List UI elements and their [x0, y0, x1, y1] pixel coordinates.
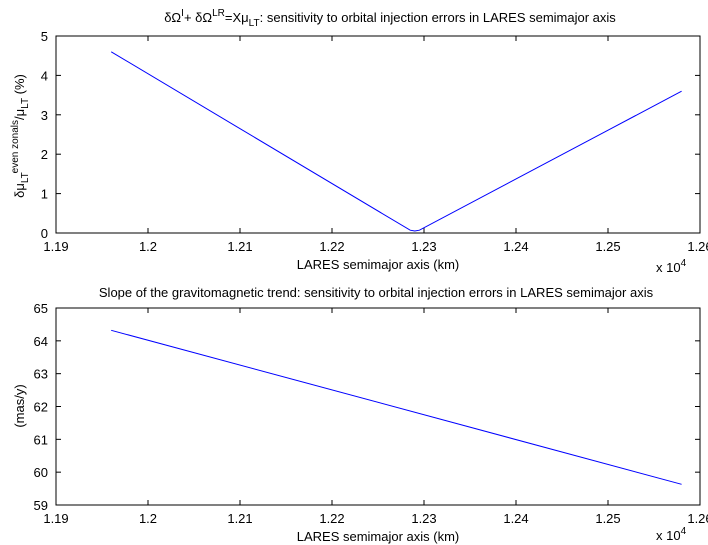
top-chart-x-tick-label: 1.19 — [43, 239, 68, 254]
bottom-chart-x-tick-label: 1.23 — [411, 511, 436, 526]
bottom-chart-x-tick-label: 1.2 — [139, 511, 157, 526]
bottom-chart-x-multiplier: x 104 — [656, 526, 687, 543]
top-chart-x-tick-label: 1.22 — [319, 239, 344, 254]
top-chart-title: δΩI+ δΩLR=XμLT: sensitivity to orbital i… — [164, 8, 616, 29]
bottom-chart-y-label: (mas/y) — [12, 384, 27, 427]
bottom-chart-y-tick-label: 61 — [34, 432, 48, 447]
bottom-chart: Slope of the gravitomagnetic trend: sens… — [12, 285, 708, 544]
top-chart-x-tick-label: 1.21 — [227, 239, 252, 254]
top-chart-y-tick-label: 1 — [41, 187, 48, 202]
bottom-chart-y-tick-label: 60 — [34, 465, 48, 480]
top-chart-x-tick-label: 1.26 — [687, 239, 708, 254]
bottom-chart-x-tick-label: 1.24 — [503, 511, 528, 526]
top-chart-y-tick-label: 3 — [41, 108, 48, 123]
top-chart-y-ticks: 0 1 2 3 4 5 — [41, 29, 700, 241]
bottom-chart-x-label: LARES semimajor axis (km) — [297, 529, 460, 544]
bottom-chart-y-tick-label: 62 — [34, 400, 48, 415]
top-chart-x-tick-label: 1.23 — [411, 239, 436, 254]
bottom-chart-y-ticks: 59 60 61 62 63 64 65 — [34, 301, 700, 513]
top-chart-x-ticks: 1.19 1.2 1.21 1.22 1.23 1.24 1.25 1.26 — [43, 36, 708, 254]
top-chart-y-tick-label: 0 — [41, 226, 48, 241]
top-chart-x-tick-label: 1.2 — [139, 239, 157, 254]
top-chart-y-tick-label: 2 — [41, 147, 48, 162]
top-chart-x-multiplier: x 104 — [656, 258, 687, 275]
top-chart-x-tick-label: 1.25 — [595, 239, 620, 254]
bottom-chart-plot-frame — [55, 307, 701, 506]
bottom-chart-x-tick-label: 1.21 — [227, 511, 252, 526]
bottom-chart-y-tick-label: 59 — [34, 498, 48, 513]
bottom-chart-series-line — [111, 329, 682, 485]
bottom-chart-x-tick-label: 1.22 — [319, 511, 344, 526]
bottom-chart-x-tick-label: 1.25 — [595, 511, 620, 526]
top-chart-y-tick-label: 4 — [41, 68, 48, 83]
bottom-chart-x-ticks: 1.19 1.2 1.21 1.22 1.23 1.24 1.25 1.26 — [43, 308, 708, 526]
top-chart-series-line — [110, 51, 682, 232]
bottom-chart-y-tick-label: 63 — [34, 367, 48, 382]
bottom-chart-title: Slope of the gravitomagnetic trend: sens… — [99, 285, 654, 300]
bottom-chart-y-tick-label: 64 — [34, 334, 48, 349]
top-chart-y-label: δμLTeven zonals/μLT (%) — [10, 74, 31, 198]
top-chart-y-tick-label: 5 — [41, 29, 48, 44]
top-chart: δΩI+ δΩLR=XμLT: sensitivity to orbital i… — [10, 8, 708, 275]
bottom-chart-x-tick-label: 1.19 — [43, 511, 68, 526]
bottom-chart-x-tick-label: 1.26 — [687, 511, 708, 526]
top-chart-x-label: LARES semimajor axis (km) — [297, 257, 460, 272]
bottom-chart-y-tick-label: 65 — [34, 301, 48, 316]
top-chart-plot-frame — [55, 35, 701, 234]
top-chart-x-tick-label: 1.24 — [503, 239, 528, 254]
